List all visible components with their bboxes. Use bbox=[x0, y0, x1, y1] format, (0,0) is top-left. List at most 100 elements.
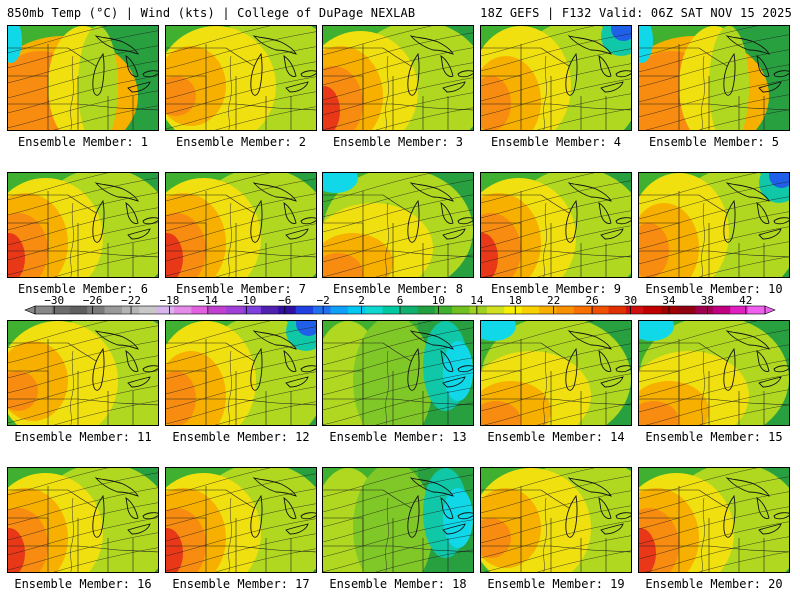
colorbar-arrow-right bbox=[764, 305, 776, 315]
temperature-map bbox=[8, 173, 158, 277]
temperature-map bbox=[639, 173, 789, 277]
ensemble-member-label: Ensemble Member: 19 bbox=[487, 577, 625, 591]
temperature-map bbox=[166, 173, 316, 277]
colorbar-tick-label: −26 bbox=[83, 296, 103, 307]
ensemble-member-map bbox=[480, 25, 632, 131]
colorbar-swatch bbox=[452, 306, 471, 314]
ensemble-member-map bbox=[7, 25, 159, 131]
ensemble-member-label: Ensemble Member: 11 bbox=[14, 430, 152, 444]
colorbar-swatch bbox=[87, 306, 106, 314]
temperature-map bbox=[639, 26, 789, 130]
colorbar-tick-label: −6 bbox=[278, 296, 291, 307]
colorbar-tick-label: 10 bbox=[432, 296, 445, 307]
colorbar-swatch bbox=[382, 306, 401, 314]
colorbar-tick-label: 14 bbox=[470, 296, 484, 307]
colorbar-swatch bbox=[260, 306, 279, 314]
colorbar-swatch bbox=[556, 306, 575, 314]
colorbar-swatch bbox=[608, 306, 627, 314]
colorbar-tick-label: 42 bbox=[739, 296, 752, 307]
colorbar-swatch bbox=[625, 306, 644, 314]
colorbar-swatch bbox=[330, 306, 349, 314]
colorbar-swatch bbox=[695, 306, 714, 314]
colorbar-swatch bbox=[52, 306, 71, 314]
colorbar-swatch bbox=[191, 306, 210, 314]
colorbar-swatch bbox=[226, 306, 245, 314]
ensemble-member-label: Ensemble Member: 17 bbox=[172, 577, 310, 591]
colorbar-swatch bbox=[278, 306, 297, 314]
colorbar-tick-label: −18 bbox=[160, 296, 180, 307]
ensemble-member-label: Ensemble Member: 1 bbox=[17, 135, 149, 149]
ensemble-member-label: Ensemble Member: 10 bbox=[645, 282, 783, 296]
temperature-map bbox=[323, 26, 473, 130]
ensemble-member-map bbox=[322, 172, 474, 278]
ensemble-member-label: Ensemble Member: 20 bbox=[645, 577, 783, 591]
ensemble-member-map bbox=[322, 320, 474, 426]
temperature-map bbox=[481, 26, 631, 130]
colorbar-swatch bbox=[208, 306, 227, 314]
colorbar-swatch bbox=[417, 306, 436, 314]
ensemble-member-map bbox=[480, 467, 632, 573]
colorbar-swatch bbox=[539, 306, 557, 314]
colorbar-swatch bbox=[712, 306, 731, 314]
colorbar-tick-label: −14 bbox=[198, 296, 218, 307]
colorbar-arrow-left bbox=[24, 305, 36, 315]
colorbar-swatch bbox=[573, 306, 592, 314]
colorbar-swatch bbox=[730, 306, 749, 314]
colorbar-tick-label: 18 bbox=[509, 296, 522, 307]
ensemble-member-map bbox=[7, 467, 159, 573]
ensemble-member-label: Ensemble Member: 18 bbox=[329, 577, 467, 591]
ensemble-member-map bbox=[638, 467, 790, 573]
temperature-map bbox=[639, 468, 789, 572]
colorbar-tick-label: −22 bbox=[121, 296, 141, 307]
ensemble-member-map bbox=[165, 172, 317, 278]
colorbar-swatch bbox=[313, 306, 331, 314]
colorbar-tick-label: 26 bbox=[585, 296, 598, 307]
ensemble-member-label: Ensemble Member: 14 bbox=[487, 430, 625, 444]
ensemble-member-map bbox=[638, 25, 790, 131]
colorbar-swatch bbox=[486, 306, 505, 314]
colorbar-swatch bbox=[747, 306, 766, 314]
colorbar-tick-label: −10 bbox=[236, 296, 256, 307]
colorbar-swatch bbox=[591, 306, 610, 314]
colorbar-tick-label: 30 bbox=[624, 296, 637, 307]
ensemble-member-label: Ensemble Member: 5 bbox=[648, 135, 780, 149]
ensemble-member-label: Ensemble Member: 4 bbox=[490, 135, 622, 149]
ensemble-member-label: Ensemble Member: 15 bbox=[645, 430, 783, 444]
ensemble-member-label: Ensemble Member: 3 bbox=[332, 135, 464, 149]
colorbar-swatch bbox=[347, 306, 366, 314]
colorbar-swatch bbox=[643, 306, 662, 314]
temperature-map bbox=[323, 468, 473, 572]
temperature-map bbox=[8, 321, 158, 425]
ensemble-member-map bbox=[638, 172, 790, 278]
colorbar-swatch bbox=[295, 306, 314, 314]
ensemble-member-map bbox=[165, 320, 317, 426]
temperature-map bbox=[166, 321, 316, 425]
colorbar-swatch bbox=[35, 306, 53, 314]
temperature-map bbox=[166, 468, 316, 572]
temperature-map bbox=[8, 26, 158, 130]
temperature-colorbar: −30 −26 −22 −18 −14 −10 −6 −2 2 6 10 14 18 22 26 30 34 38… bbox=[24, 296, 776, 315]
ensemble-member-map bbox=[322, 25, 474, 131]
colorbar-tick-label: 22 bbox=[547, 296, 560, 307]
colorbar-swatch bbox=[504, 306, 523, 314]
colorbar-swatch bbox=[469, 306, 488, 314]
colorbar-swatch bbox=[365, 306, 384, 314]
colorbar-swatch bbox=[678, 306, 696, 314]
colorbar-tick-label: −30 bbox=[44, 296, 64, 307]
temperature-map bbox=[166, 26, 316, 130]
colorbar-tick-label: 2 bbox=[358, 296, 365, 307]
colorbar-swatch bbox=[174, 306, 192, 314]
temperature-map bbox=[481, 468, 631, 572]
colorbar-tick-label: 34 bbox=[662, 296, 676, 307]
temperature-map bbox=[323, 321, 473, 425]
ensemble-member-label: Ensemble Member: 9 bbox=[490, 282, 622, 296]
colorbar-swatch bbox=[434, 306, 453, 314]
ensemble-member-map bbox=[638, 320, 790, 426]
temperature-map bbox=[639, 321, 789, 425]
colorbar-tick-label: 38 bbox=[701, 296, 714, 307]
ensemble-member-map bbox=[480, 320, 632, 426]
ensemble-member-label: Ensemble Member: 16 bbox=[14, 577, 152, 591]
colorbar-swatch bbox=[243, 306, 262, 314]
temperature-map bbox=[8, 468, 158, 572]
ensemble-member-label: Ensemble Member: 7 bbox=[175, 282, 307, 296]
